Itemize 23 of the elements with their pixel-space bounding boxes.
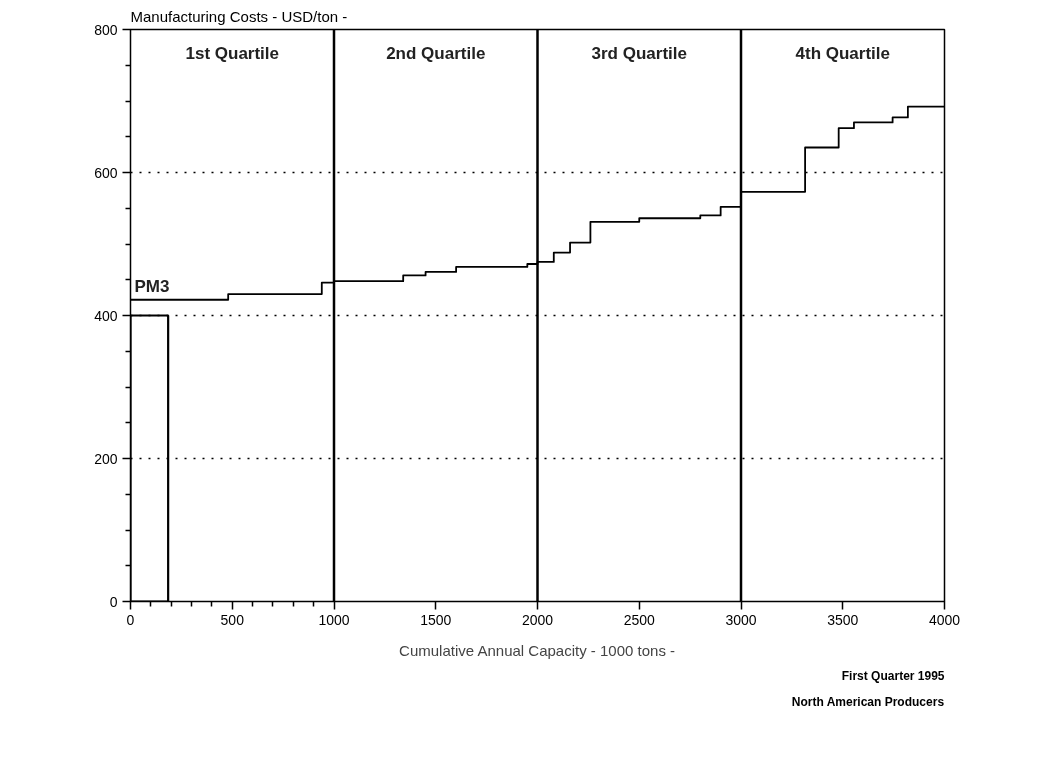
annotation: 3rd Quartile [591, 43, 687, 63]
y-axis-title: Manufacturing Costs - USD/ton - [130, 7, 348, 25]
y-tick-label: 0 [109, 593, 118, 610]
x-axis-title: Cumulative Annual Capacity - 1000 tons - [399, 641, 676, 659]
y-tick-label: 600 [94, 164, 118, 181]
x-tick-label: 2500 [623, 611, 656, 628]
x-tick-label: 1500 [420, 611, 452, 628]
annotation: PM3 [134, 276, 170, 296]
y-tick-label: 800 [94, 21, 118, 38]
annotation: 4th Quartile [795, 43, 890, 63]
x-tick-label: 500 [220, 611, 245, 628]
annotation: 2nd Quartile [386, 43, 486, 63]
annotation: 1st Quartile [185, 43, 280, 63]
y-tick-label: 400 [94, 307, 118, 324]
y-tick-label: 200 [94, 450, 118, 467]
x-tick-label: 4000 [928, 611, 961, 628]
x-tick-label: 3500 [827, 611, 859, 628]
x-tick-label: 2000 [521, 611, 554, 628]
text: First Quarter 1995 [841, 668, 945, 683]
x-tick-label: 1000 [318, 611, 350, 628]
x-tick-label: 0 [126, 611, 135, 628]
text: North American Producers [791, 694, 945, 709]
x-tick-label: 3000 [725, 611, 757, 628]
